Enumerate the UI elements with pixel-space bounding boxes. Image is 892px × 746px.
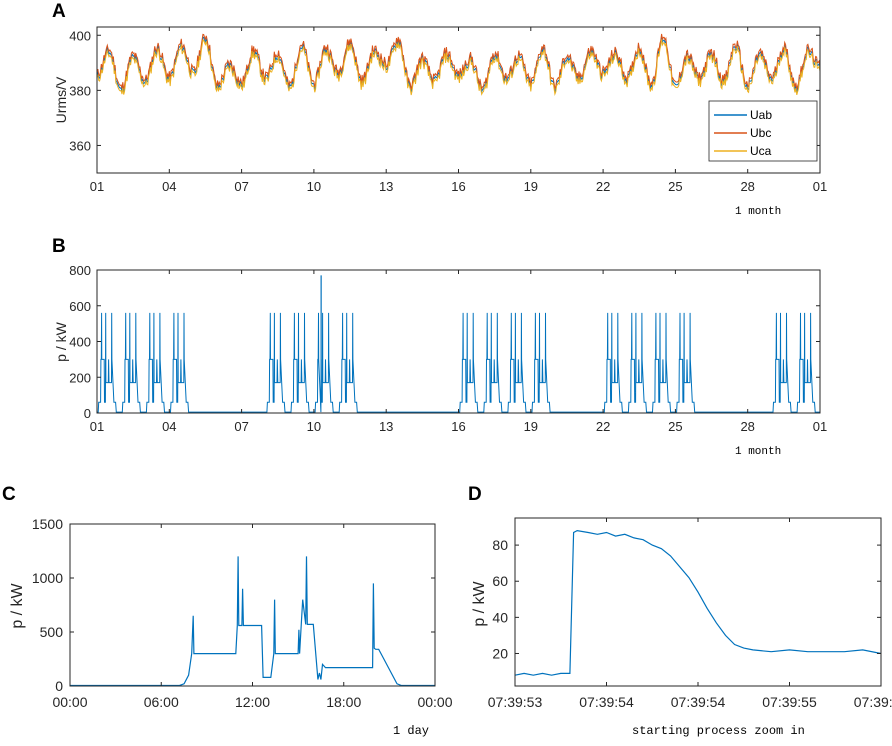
panel-b-ylabel: p / kW: [53, 321, 69, 361]
x-tick-label: 07:39:53: [488, 694, 543, 710]
x-tick-label: 13: [379, 419, 393, 434]
panel-b-x-ticks: 01 04 07 10 13 16 19 22 25 28 01: [90, 270, 827, 434]
x-tick-label: 18:00: [326, 694, 361, 710]
legend-label-uca: Uca: [750, 144, 772, 158]
x-tick-label: 22: [596, 419, 610, 434]
y-tick-label: 500: [40, 624, 64, 640]
x-tick-label: 16: [451, 179, 465, 194]
panel-d-series-group: [514, 529, 882, 676]
panel-a-legend: Uab Ubc Uca: [708, 100, 818, 162]
x-tick-label: 04: [162, 419, 176, 434]
legend-label-uab: Uab: [750, 108, 772, 122]
x-tick-label: 28: [740, 179, 754, 194]
panel-letter-c: C: [2, 484, 16, 505]
x-tick-label: 10: [307, 419, 321, 434]
panel-a-series-group: [96, 33, 821, 97]
panel-c-chart: 00:00 06:00 12:00 18:00 00:00 0 500 1000 1500 p…: [9, 516, 453, 738]
x-tick-label: 28: [740, 419, 754, 434]
y-tick-label: 1500: [32, 516, 63, 532]
y-tick-label: 200: [69, 370, 91, 385]
panel-a-x-ticks: 01 04 07 10 13 16 19 22 25 28 01: [90, 27, 827, 194]
x-tick-label: 07:39:54: [671, 694, 726, 710]
y-tick-label: 60: [492, 573, 508, 589]
x-tick-label: 01: [90, 179, 104, 194]
y-tick-label: 0: [55, 678, 63, 694]
panel-letter-a: A: [52, 1, 66, 22]
y-tick-label: 800: [69, 263, 91, 278]
x-tick-label: 07:39:54: [579, 694, 634, 710]
panel-c-series-group: [70, 556, 435, 687]
x-tick-label: 16: [451, 419, 465, 434]
panel-a-ylabel: Urms/V: [53, 76, 69, 123]
y-tick-label: 80: [492, 537, 508, 553]
x-tick-label: 07:39:55: [762, 694, 817, 710]
y-tick-label: 360: [69, 138, 91, 153]
x-tick-label: 00:00: [52, 694, 87, 710]
x-tick-label: 07: [234, 419, 248, 434]
x-tick-label: 00:00: [417, 694, 452, 710]
panel-c-axes-box: [69, 523, 436, 687]
panel-d-annotation: starting process zoom in: [632, 724, 805, 738]
x-tick-label: 06:00: [144, 694, 179, 710]
series-line-uca: [96, 39, 821, 97]
y-tick-label: 0: [84, 406, 91, 421]
x-tick-label: 01: [813, 419, 827, 434]
x-tick-label: 07: [234, 179, 248, 194]
panel-b-chart: 01 04 07 10 13 16 19 22 25 28 01 0 200 400 600 800 p /…: [53, 263, 827, 458]
x-tick-label: 25: [668, 419, 682, 434]
panel-b-series-group: [97, 275, 820, 413]
x-tick-label: 10: [307, 179, 321, 194]
panel-letter-d: D: [468, 484, 482, 505]
panel-c-ylabel: p / kW: [9, 582, 26, 628]
panel-d-x-ticks: 07:39:53 07:39:54 07:39:54 07:39:55 07:39:55: [488, 518, 892, 710]
x-tick-label: 04: [162, 179, 176, 194]
y-tick-label: 1000: [32, 570, 63, 586]
y-tick-label: 600: [69, 299, 91, 314]
x-tick-label: 01: [813, 179, 827, 194]
x-tick-label: 19: [524, 179, 538, 194]
y-tick-label: 400: [69, 28, 91, 43]
x-tick-label: 01: [90, 419, 104, 434]
panel-letter-b: B: [52, 236, 66, 257]
x-tick-label: 22: [596, 179, 610, 194]
y-tick-label: 20: [492, 645, 508, 661]
panel-a-annotation: 1 month: [735, 206, 781, 218]
y-tick-label: 380: [69, 83, 91, 98]
panel-b-y-ticks: 0 200 400 600 800: [69, 263, 820, 421]
x-tick-label: 13: [379, 179, 393, 194]
x-tick-label: 12:00: [235, 694, 270, 710]
y-tick-label: 40: [492, 609, 508, 625]
y-tick-label: 400: [69, 335, 91, 350]
series-line-ubc: [96, 33, 821, 91]
panel-a-y-ticks: 360 380 400: [69, 28, 820, 153]
series-line-p: [97, 312, 820, 413]
legend-label-ubc: Ubc: [750, 126, 771, 140]
panel-b-annotation: 1 month: [735, 446, 781, 458]
panel-c-x-ticks: 00:00 06:00 12:00 18:00 00:00: [52, 524, 453, 710]
panel-c-y-ticks: 0 500 1000 1500: [32, 516, 435, 694]
x-tick-label: 19: [524, 419, 538, 434]
series-line-p: [70, 556, 435, 687]
panel-d-y-ticks: 20 40 60 80: [492, 537, 881, 661]
panel-c-annotation: 1 day: [393, 724, 429, 738]
panel-b-axes-box: [96, 269, 821, 414]
x-tick-label: 07:39:55: [854, 694, 892, 710]
series-line-p: [514, 529, 882, 676]
x-tick-label: 25: [668, 179, 682, 194]
panel-d-chart: 07:39:53 07:39:54 07:39:54 07:39:55 07:39:55…: [471, 517, 892, 738]
panel-d-ylabel: p / kW: [471, 580, 488, 626]
